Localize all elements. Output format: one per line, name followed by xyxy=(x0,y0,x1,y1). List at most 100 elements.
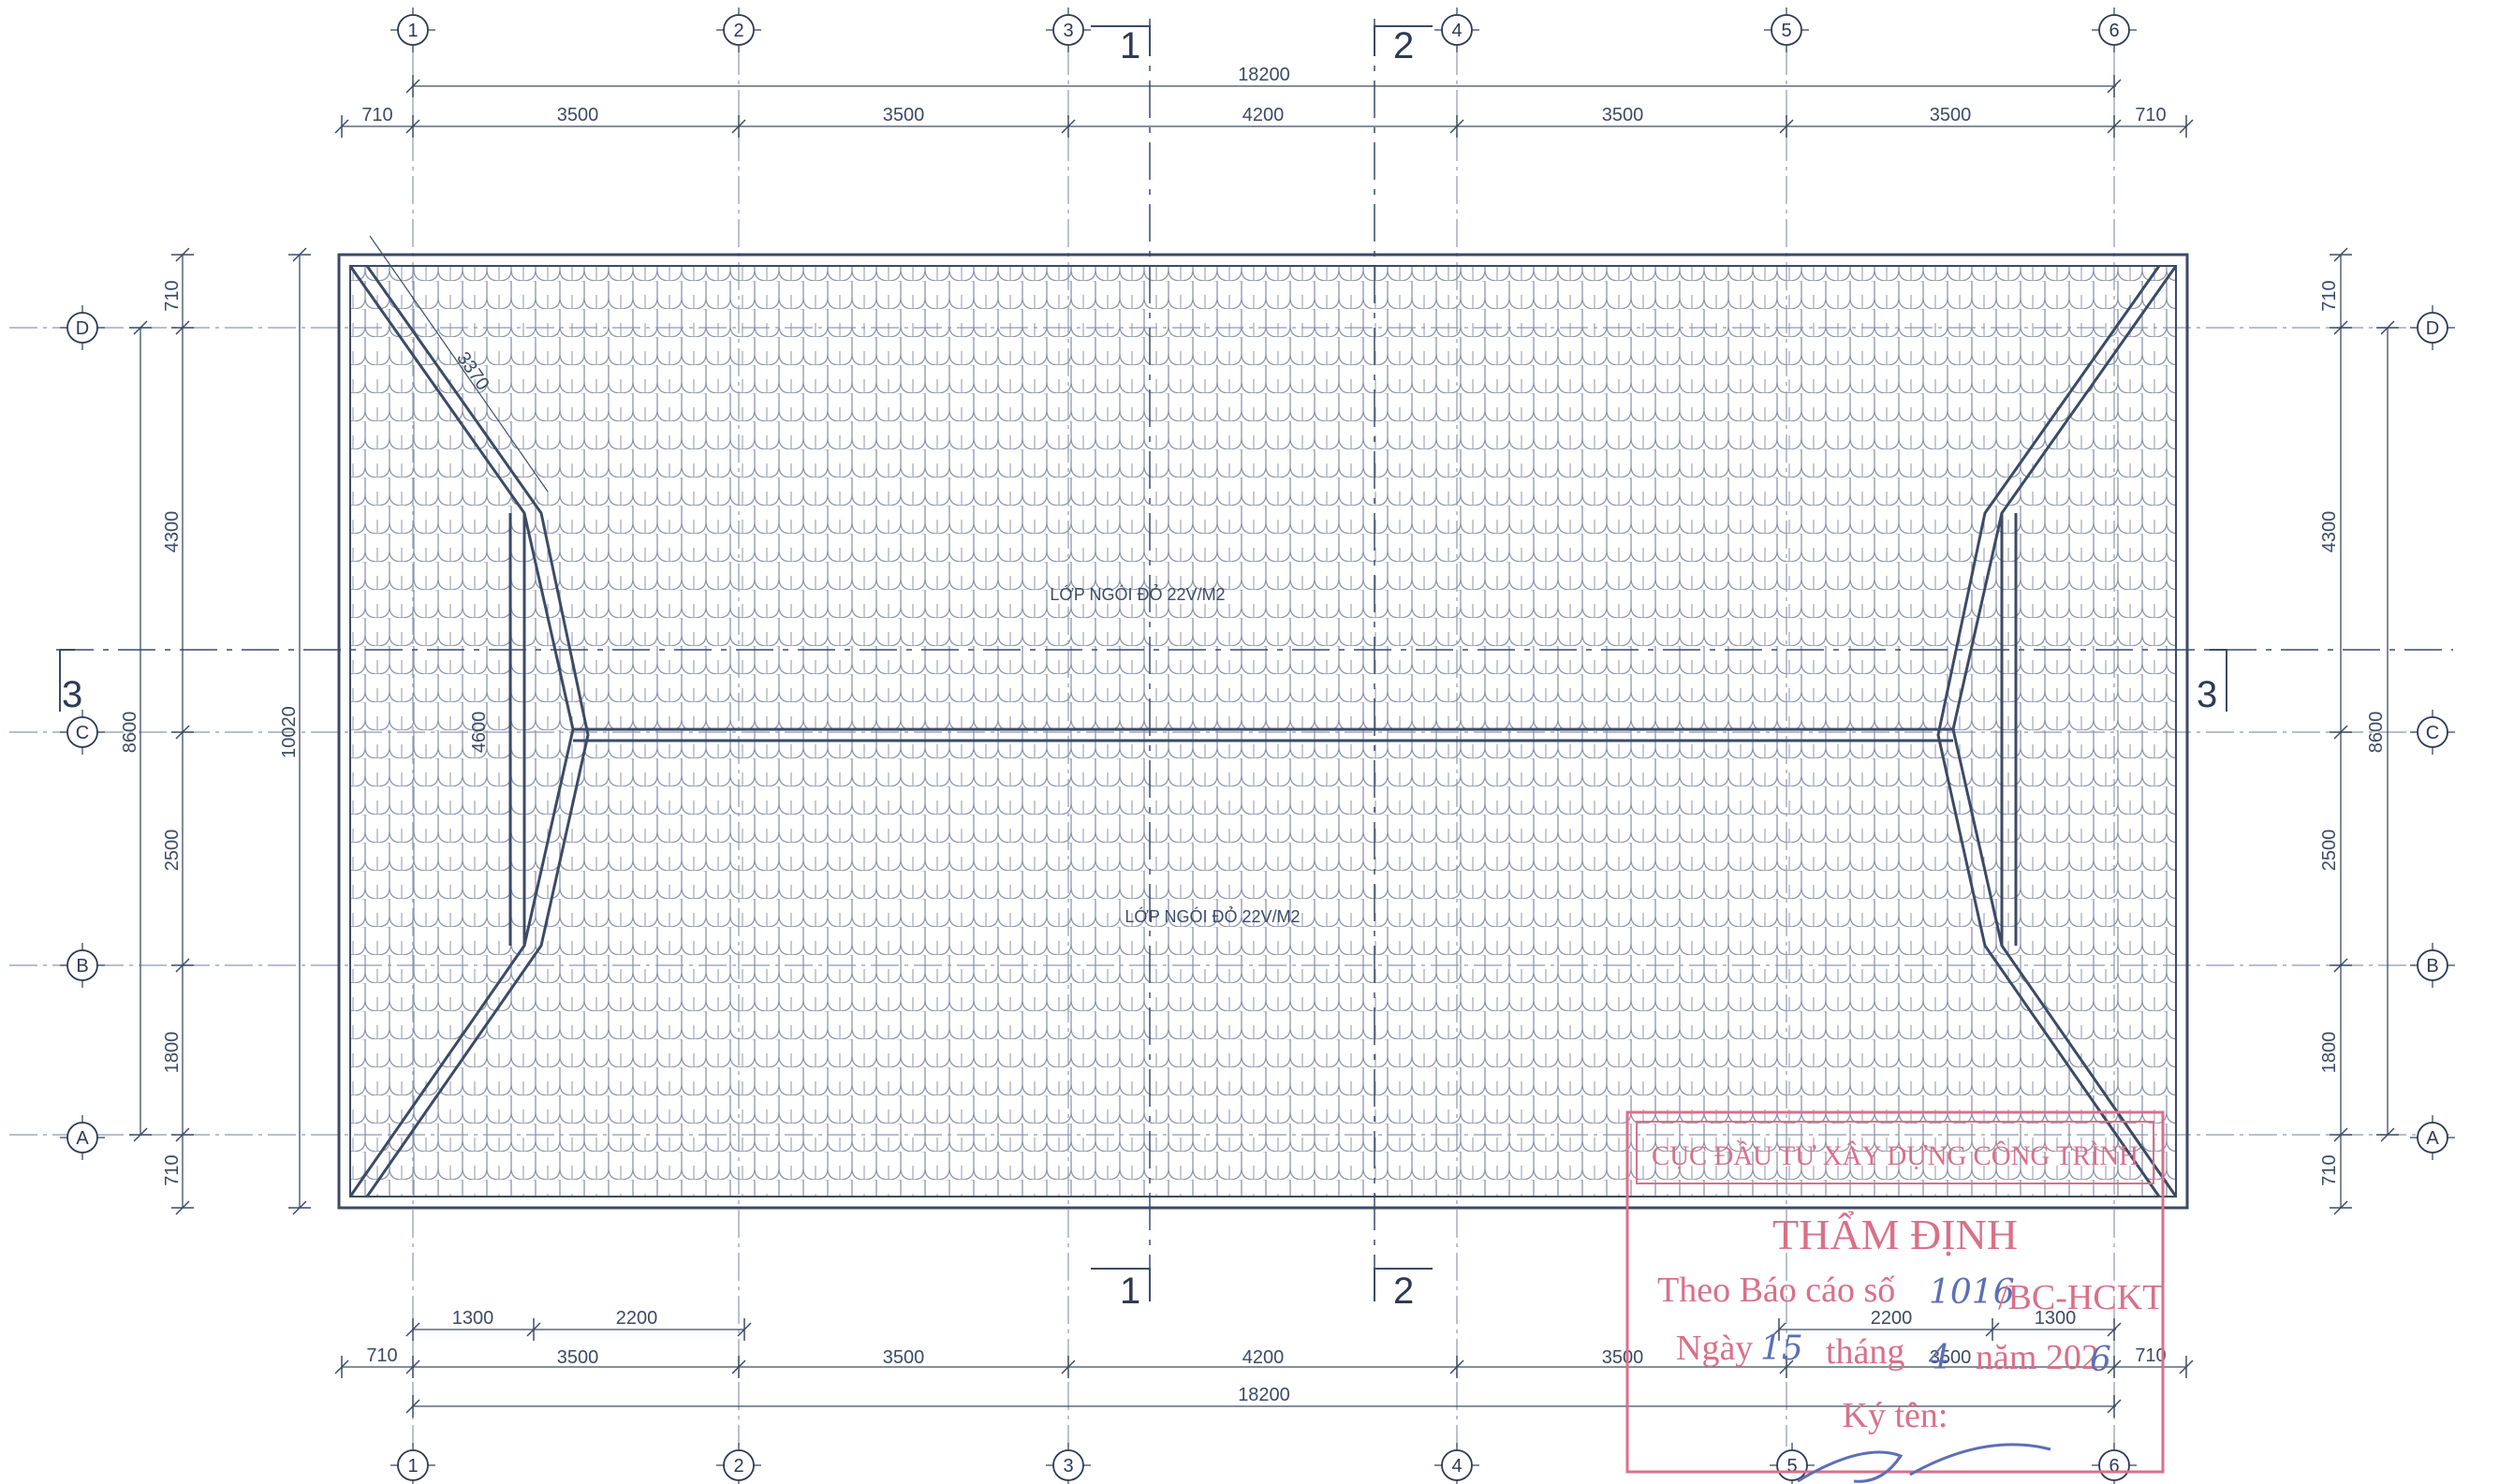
dim-bottom-sub-right-0: 2200 xyxy=(1871,1308,1913,1329)
column-bubble-top-label: 5 xyxy=(1781,21,1791,41)
column-bubble-bottom: 3 xyxy=(1046,1443,1091,1484)
row-bubble-left: D xyxy=(60,305,105,350)
row-bubble-left-label: B xyxy=(76,956,88,977)
stamp-line2-mid: tháng xyxy=(1826,1332,1904,1372)
row-bubble-right-label: B xyxy=(2426,956,2438,977)
dim-total-width-bottom: 18200 xyxy=(1238,1385,1290,1405)
row-bubbles-right: D C B A xyxy=(2410,305,2455,1160)
dim-overall-height: 10020 xyxy=(279,706,300,758)
stamp-line1-prefix: Theo Báo cáo số xyxy=(1657,1271,1895,1310)
row-bubble-right-label: D xyxy=(2426,318,2439,339)
column-bubble-top-label: 2 xyxy=(733,21,743,41)
roof-outline xyxy=(337,253,2189,1210)
column-bubble-bottom: 4 xyxy=(1434,1443,1479,1484)
section-mark-2-bottom: 2 xyxy=(1393,1271,1414,1312)
roof-ridges xyxy=(348,265,2178,1197)
column-bubble-top: 2 xyxy=(716,7,761,52)
column-bubble-top: 3 xyxy=(1046,7,1091,52)
dim-top-0: 710 xyxy=(361,105,392,125)
stamp-line2-year: năm 202 xyxy=(1976,1338,2099,1377)
section-mark-1-top: 1 xyxy=(1120,25,1140,66)
row-bubble-left-label: C xyxy=(76,723,89,743)
stamp-title: THẨM ĐỊNH xyxy=(1772,1210,2018,1258)
dim-left-1: 4300 xyxy=(162,511,183,553)
dim-right-1: 4300 xyxy=(2319,511,2340,553)
stamp-line1-number: 1016 xyxy=(1929,1273,2015,1312)
row-bubble-right: B xyxy=(2410,943,2455,988)
column-bubble-top-label: 6 xyxy=(2109,21,2119,41)
dim-total-width-top: 18200 xyxy=(1238,65,1290,85)
horizontal-dimension-ticks xyxy=(334,75,2194,1418)
stamp-header: CỤC ĐẦU TƯ XÂY DỰNG CÔNG TRÌNH xyxy=(1652,1139,2139,1171)
approval-stamp: CỤC ĐẦU TƯ XÂY DỰNG CÔNG TRÌNH THẨM ĐỊNH… xyxy=(1625,1110,2165,1483)
signature-icon xyxy=(1797,1443,2051,1483)
dim-right-2: 2500 xyxy=(2319,830,2340,872)
column-bubble-top: 6 xyxy=(2092,7,2137,52)
row-bubble-left: C xyxy=(60,710,105,755)
column-bubble-bottom: 2 xyxy=(716,1443,761,1484)
vertical-dimension-ticks xyxy=(129,247,2399,1215)
section-lines xyxy=(56,19,2453,1301)
column-bubble-top: 1 xyxy=(390,7,435,52)
column-bubble-top-label: 4 xyxy=(1451,21,1462,41)
section-mark-3-left: 3 xyxy=(62,674,82,715)
column-bubble-top-label: 3 xyxy=(1063,21,1073,41)
column-bubble-bottom-label: 3 xyxy=(1063,1456,1073,1477)
column-bubble-top: 4 xyxy=(1434,7,1479,52)
dim-left-2: 2500 xyxy=(162,830,183,872)
row-bubble-left: A xyxy=(60,1115,105,1160)
row-bubble-right-label: C xyxy=(2426,723,2439,743)
roof-label-upper: LỚP NGÓI ĐỎ 22V/M2 xyxy=(1050,584,1225,604)
dim-top-1: 3500 xyxy=(557,105,599,125)
column-bubble-bottom-label: 6 xyxy=(2109,1456,2119,1477)
dim-bottom-6: 710 xyxy=(2135,1345,2166,1366)
dim-bottom-4: 3500 xyxy=(1602,1347,1644,1368)
section-mark-2-top: 2 xyxy=(1393,25,1414,66)
column-bubble-bottom-label: 5 xyxy=(1786,1456,1797,1477)
row-bubble-right: C xyxy=(2410,710,2455,755)
dim-top-5: 3500 xyxy=(1930,105,1972,125)
column-bubbles-top: 1 2 3 4 5 6 xyxy=(390,7,2137,52)
column-bubble-top-label: 1 xyxy=(407,21,418,41)
row-bubble-left-label: D xyxy=(76,318,89,339)
dim-top-6: 710 xyxy=(2135,105,2166,125)
stamp-line2-year-digit: 6 xyxy=(2090,1341,2111,1379)
horizontal-dimension-lines xyxy=(342,85,2186,1407)
dim-top-2: 3500 xyxy=(883,105,925,125)
dim-bottom-5: 3500 xyxy=(1930,1347,1972,1368)
dim-top-4: 3500 xyxy=(1602,105,1644,125)
dim-right-total: 8600 xyxy=(2366,712,2387,754)
column-bubble-bottom: 1 xyxy=(390,1443,435,1484)
row-bubble-left-label: A xyxy=(76,1128,89,1149)
row-bubble-right-label: A xyxy=(2426,1128,2439,1149)
stamp-line1-suffix: /BC-HCKT xyxy=(1998,1278,2164,1317)
column-bubble-bottom: 6 xyxy=(2092,1443,2137,1484)
dim-bottom-2: 3500 xyxy=(883,1347,925,1368)
stamp-line3: Ký tên: xyxy=(1843,1396,1948,1435)
dim-left-total: 8600 xyxy=(120,712,140,754)
row-bubble-right: A xyxy=(2410,1115,2455,1160)
stamp-line2-prefix: Ngày xyxy=(1676,1329,1753,1368)
dim-right-4: 710 xyxy=(2319,1154,2340,1185)
dim-bottom-0: 710 xyxy=(366,1345,397,1366)
section-mark-1-bottom: 1 xyxy=(1120,1271,1140,1312)
roof-label-lower: LỚP NGÓI ĐỎ 22V/M2 xyxy=(1125,906,1300,926)
section-mark-3-right: 3 xyxy=(2197,674,2217,715)
dim-right-0: 710 xyxy=(2319,280,2340,311)
column-bubble-bottom-label: 4 xyxy=(1451,1456,1462,1477)
dim-left-0: 710 xyxy=(162,280,183,311)
dim-right-3: 1800 xyxy=(2319,1032,2340,1074)
column-bubble-bottom-label: 1 xyxy=(407,1456,418,1477)
dim-bottom-sub-left-1: 2200 xyxy=(616,1308,658,1329)
column-bubble-top: 5 xyxy=(1764,7,1809,52)
column-bubble-bottom: 5 xyxy=(1770,1443,1815,1484)
stamp-line2-month: 4 xyxy=(1928,1339,1950,1377)
dim-bottom-1: 3500 xyxy=(557,1347,599,1368)
dim-bottom-sub-right-1: 1300 xyxy=(2035,1308,2077,1329)
row-bubble-left: B xyxy=(60,943,105,988)
stamp-line2-day: 15 xyxy=(1760,1330,1803,1368)
row-bubbles-left: D C B A xyxy=(60,305,105,1160)
column-bubble-bottom-label: 2 xyxy=(733,1456,743,1477)
dim-left-4: 710 xyxy=(162,1154,183,1185)
